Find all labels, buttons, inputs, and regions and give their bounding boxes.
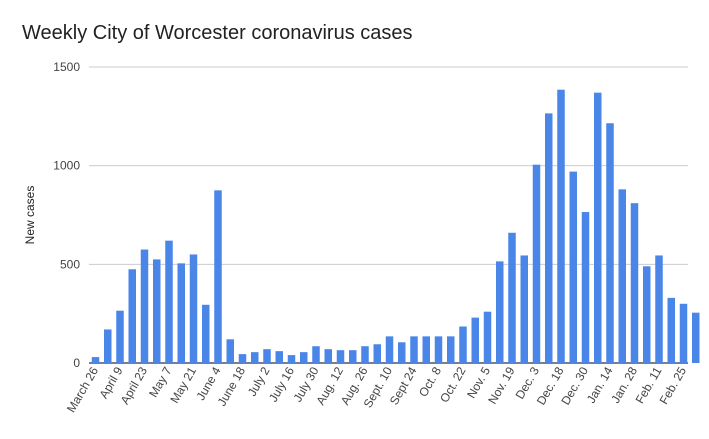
- bar: [336, 350, 345, 363]
- bar: [545, 113, 553, 363]
- bar: [459, 326, 467, 363]
- bar: [618, 189, 626, 363]
- bar: [606, 123, 614, 364]
- bar: [508, 232, 516, 363]
- bar: [398, 342, 406, 363]
- chart-title: Weekly City of Worcester coronavirus cas…: [22, 22, 413, 44]
- bar: [128, 269, 136, 363]
- bar: [532, 164, 541, 363]
- bar: [287, 355, 296, 363]
- bar: [349, 350, 357, 363]
- y-axis-ticks: 0 500 1000 1500: [53, 60, 80, 370]
- y-tick-label: 1500: [53, 60, 80, 74]
- bar: [275, 351, 283, 363]
- bar: [655, 255, 663, 363]
- bar: [214, 190, 222, 363]
- bar: [104, 329, 112, 363]
- bar: [226, 339, 234, 363]
- bar: [422, 336, 430, 363]
- y-tick-label: 0: [73, 356, 80, 370]
- bar: [361, 346, 369, 363]
- bar: [569, 171, 577, 363]
- bar: [202, 304, 210, 363]
- bar: [373, 344, 381, 363]
- bar: [165, 240, 173, 363]
- bar: [679, 303, 688, 363]
- y-tick-label: 1000: [53, 159, 80, 173]
- bar: [312, 346, 320, 363]
- bar: [91, 357, 100, 363]
- y-tick-label: 500: [60, 257, 80, 271]
- bar: [447, 336, 455, 363]
- bar: [483, 311, 492, 363]
- bar: [594, 92, 602, 364]
- bar: [630, 203, 639, 363]
- x-tick-label: March 26: [64, 364, 101, 415]
- bar: [140, 249, 149, 363]
- bar: [496, 261, 504, 363]
- bar: [116, 310, 124, 363]
- bar: [324, 349, 332, 363]
- bar: [385, 336, 394, 363]
- bar: [692, 312, 700, 363]
- bar: [263, 349, 271, 363]
- bar: [189, 254, 198, 363]
- y-axis-label: New cases: [23, 186, 37, 245]
- bar: [300, 352, 308, 363]
- bar: [643, 266, 651, 363]
- bar: [238, 354, 247, 363]
- bar: [177, 263, 185, 363]
- bar-series: [91, 89, 700, 364]
- bar: [153, 259, 161, 363]
- bar: [557, 89, 565, 364]
- bar: [251, 352, 259, 363]
- bar: [434, 336, 443, 363]
- bar: [471, 317, 479, 363]
- bar: [520, 255, 528, 363]
- bar: [667, 297, 675, 363]
- bar: [410, 336, 418, 363]
- bar: [581, 212, 590, 363]
